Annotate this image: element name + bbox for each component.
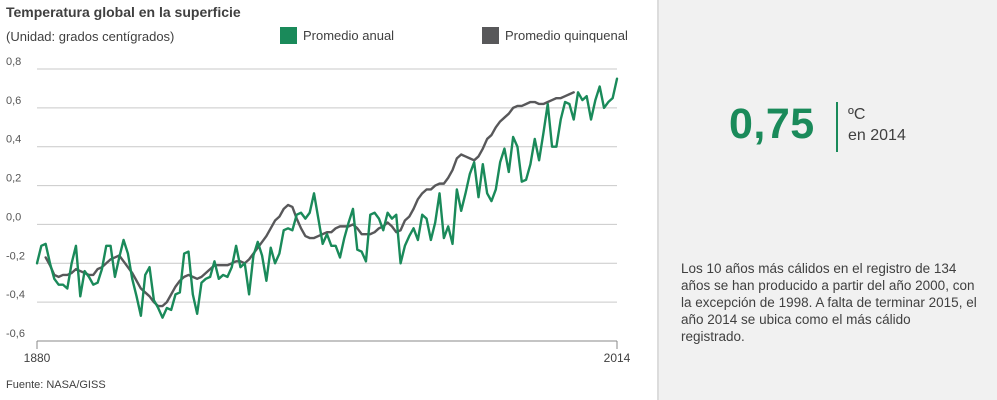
highlight-panel: 0,75 ºC en 2014 Los 10 años más cálidos … — [657, 0, 997, 400]
legend-swatch-annual — [280, 27, 297, 44]
chart-title: Temperatura global en la superficie — [6, 4, 241, 20]
y-tick-label: -0,6 — [6, 328, 25, 340]
highlight-value: 0,75 — [729, 100, 815, 148]
legend-annual: Promedio anual — [280, 27, 394, 44]
y-tick-label: 0,4 — [6, 134, 21, 146]
x-tick-label: 1880 — [24, 351, 51, 365]
legend-label-annual: Promedio anual — [303, 28, 395, 43]
temperature-chart: 0,8 0,6 0,4 0,2 0,0 -0,2 -0,4 -0,6 1880 2014 — [6, 56, 631, 365]
y-tick-label: -0,4 — [6, 289, 25, 301]
highlight-period: en 2014 — [848, 127, 906, 144]
legend-label-five-year: Promedio quinquenal — [505, 28, 628, 43]
x-tick-label: 2014 — [604, 351, 631, 365]
series-line-annual — [35, 77, 619, 319]
highlight-unit-block: ºC en 2014 — [848, 104, 906, 146]
source-note: Fuente: NASA/GISS — [6, 379, 106, 391]
chart-subtitle: (Unidad: grados centígrados) — [6, 29, 175, 44]
y-tick-label: 0,2 — [6, 173, 21, 185]
y-tick-label: 0,0 — [6, 211, 21, 223]
highlight-unit: ºC — [848, 106, 866, 123]
highlight-divider — [836, 102, 838, 152]
y-tick-label: 0,6 — [6, 95, 21, 107]
y-tick-label: 0,8 — [6, 56, 21, 68]
series-line-five-year — [44, 91, 575, 308]
legend-five-year: Promedio quinquenal — [482, 27, 628, 44]
legend-swatch-five-year — [482, 27, 499, 44]
highlight-note: Los 10 años más cálidos en el registro d… — [681, 261, 977, 344]
y-tick-label: -0,2 — [6, 250, 25, 262]
